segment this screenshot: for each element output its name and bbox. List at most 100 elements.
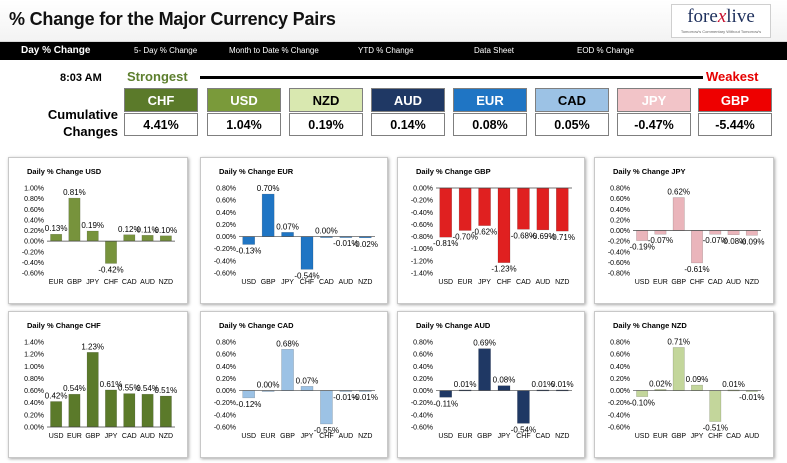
y-tick-label: -0.60% [214, 271, 236, 278]
chart-title: Daily % Change NZD [613, 321, 687, 330]
ranking-divider [200, 76, 703, 79]
data-label: 0.01% [454, 380, 477, 389]
bar-jpy [281, 232, 294, 237]
y-tick-label: -0.60% [411, 425, 433, 432]
x-category-label: AUD [726, 279, 741, 286]
y-tick-label: 0.00% [610, 228, 630, 235]
bar-gbp [478, 348, 491, 391]
currency-name: JPY [617, 88, 691, 112]
bar-jpy [497, 385, 511, 391]
currency-cumulative-value: -0.47% [617, 113, 691, 136]
x-category-label: GBP [671, 433, 686, 440]
x-category-label: USD [635, 433, 650, 440]
bar-jpy [300, 386, 314, 391]
bar-gbp [281, 349, 294, 391]
y-tick-label: 1.00% [24, 186, 44, 193]
y-tick-label: 0.60% [24, 388, 44, 395]
bar-jpy [691, 384, 703, 391]
nav-month-to-date[interactable]: Month to Date % Change [229, 46, 319, 55]
bar-usd [50, 401, 63, 428]
data-label: -0.68% [511, 231, 536, 240]
y-tick-label: -1.40% [411, 271, 433, 278]
y-tick-label: 0.40% [216, 210, 236, 217]
data-label: 0.00% [315, 227, 338, 236]
y-tick-label: 0.80% [24, 376, 44, 383]
data-label: 0.54% [63, 384, 86, 393]
x-category-label: CAD [122, 433, 137, 440]
bar-nzd [556, 187, 569, 232]
nav-day-change[interactable]: Day % Change [21, 45, 91, 56]
x-category-label: AUD [744, 433, 759, 440]
y-tick-label: 0.60% [610, 352, 630, 359]
x-category-label: CAD [319, 279, 334, 286]
chart-title: Daily % Change JPY [613, 167, 686, 176]
bar-usd [242, 236, 255, 245]
y-tick-label: 0.20% [216, 222, 236, 229]
x-category-label: CAD [122, 279, 137, 286]
data-label: 0.10% [155, 226, 178, 235]
data-label: -0.19% [629, 243, 654, 252]
x-category-label: CHF [319, 433, 333, 440]
currency-name: CAD [535, 88, 609, 112]
currency-name: NZD [289, 88, 363, 112]
data-label: -0.11% [433, 399, 458, 408]
x-category-label: USD [438, 433, 453, 440]
y-tick-label: -0.40% [214, 258, 236, 265]
x-category-label: GBP [477, 433, 492, 440]
y-tick-label: -0.60% [411, 222, 433, 229]
x-category-label: NZD [159, 279, 173, 286]
x-category-label: CHF [516, 433, 530, 440]
forexlive-logo[interactable]: forexlive Tomorrow's Commentary Without … [671, 4, 771, 38]
x-category-label: EUR [653, 279, 668, 286]
nav-5day-change[interactable]: 5- Day % Change [134, 46, 198, 55]
nav-eod-change[interactable]: EOD % Change [577, 46, 634, 55]
x-category-label: EUR [49, 279, 64, 286]
x-category-label: CAD [726, 433, 741, 440]
bar-chf [517, 390, 530, 424]
x-category-label: AUD [140, 433, 155, 440]
bar-aud [141, 235, 154, 242]
data-label: 0.01% [722, 380, 745, 389]
data-label: -0.54% [294, 271, 319, 280]
strongest-label: Strongest [127, 69, 188, 84]
currency-cumulative-value: -5.44% [698, 113, 772, 136]
data-label: -0.42% [98, 265, 123, 274]
y-tick-label: 0.40% [610, 207, 630, 214]
data-label: 0.19% [81, 221, 104, 230]
y-tick-label: 0.60% [24, 207, 44, 214]
bar-chf [320, 390, 333, 425]
currency-name: USD [207, 88, 281, 112]
y-tick-label: -0.80% [411, 234, 433, 241]
x-category-label: USD [241, 433, 256, 440]
title-bar: % Change for the Major Currency Pairs fo… [0, 0, 787, 42]
x-category-label: JPY [86, 279, 99, 286]
chart-aud-svg: Daily % Change AUD 0.80% 0.60% 0.40% 0.20% 0.… [411, 321, 574, 440]
chart-cad-svg: Daily % Change CAD 0.80% 0.60% 0.40% 0.20% 0.… [214, 321, 378, 440]
x-category-label: EUR [653, 433, 668, 440]
data-label: -0.62% [472, 228, 497, 237]
y-tick-label: -0.20% [214, 246, 236, 253]
bar-eur [50, 233, 63, 242]
y-tick-label: 0.00% [413, 388, 433, 395]
y-tick-label: 0.80% [610, 340, 630, 347]
nav-ytd-change[interactable]: YTD % Change [358, 46, 414, 55]
data-label: 0.07% [276, 222, 299, 231]
bar-eur [68, 393, 81, 428]
x-category-label: GBP [85, 433, 100, 440]
bar-aud [727, 230, 740, 235]
data-label: 0.12% [118, 225, 141, 234]
y-tick-label: 0.40% [413, 364, 433, 371]
x-category-label: CAD [535, 433, 550, 440]
y-tick-label: 0.20% [24, 228, 44, 235]
y-tick-label: 0.60% [413, 352, 433, 359]
bar-usd [242, 390, 255, 399]
data-label: 0.62% [667, 188, 690, 197]
cumulative-changes-label: Cumulative Changes [47, 107, 118, 139]
y-tick-label: 0.00% [24, 239, 44, 246]
y-tick-label: -0.20% [214, 400, 236, 407]
nav-data-sheet[interactable]: Data Sheet [474, 46, 515, 55]
chart-eur: Daily % Change EUR 0.80% 0.60% 0.40% 0.20% 0.… [200, 157, 388, 304]
chart-title: Daily % Change EUR [219, 167, 294, 176]
chart-nzd-svg: Daily % Change NZD 0.80% 0.60% 0.40% 0.20% 0.… [608, 321, 765, 440]
x-category-label: NZD [555, 433, 569, 440]
